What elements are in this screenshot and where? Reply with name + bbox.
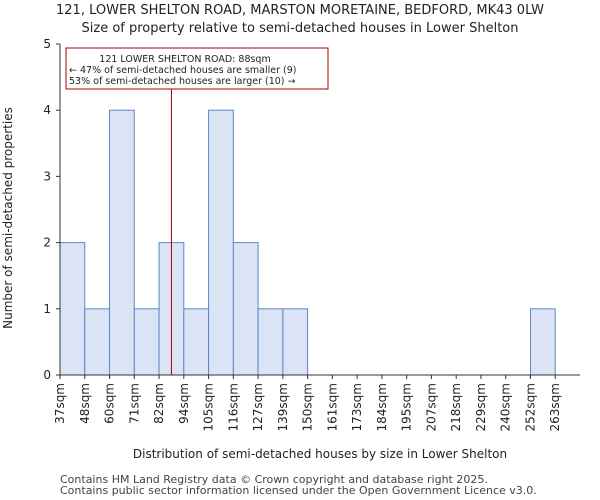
annotation: 121 LOWER SHELTON ROAD: 88sqm ← 47% of s… [65, 47, 329, 90]
x-tick-label: 37sqm [53, 383, 67, 424]
chart-title: 121, LOWER SHELTON ROAD, MARSTON MORETAI… [56, 3, 544, 18]
bar [109, 109, 135, 376]
footer-licence: Contains public sector information licen… [60, 484, 537, 497]
chart-subtitle: Size of property relative to semi-detach… [81, 21, 519, 36]
annotation-line: 53% of semi-detached houses are larger (… [69, 76, 296, 87]
bar [183, 308, 210, 376]
annotation-box [65, 47, 329, 90]
x-tick-label: 105sqm [202, 383, 216, 431]
y-axis-label: Number of semi-detached properties [1, 107, 15, 329]
x-tick-label: 252sqm [523, 383, 537, 431]
y-tick-label: 4 [43, 103, 51, 117]
x-tick-label: 94sqm [177, 383, 191, 424]
bars [59, 109, 556, 376]
axes: 0 1 2 3 4 5 37sqm 48sqm 60sqm 71sqm 82sqm 94sqm 105s… [43, 37, 580, 431]
x-tick-label: 240sqm [499, 383, 513, 431]
x-tick-label: 48sqm [78, 383, 92, 424]
x-tick-label: 150sqm [301, 383, 315, 431]
x-tick-label: 139sqm [276, 383, 290, 431]
annotation-line: ← 47% of semi-detached houses are smalle… [69, 65, 297, 76]
x-tick-label: 60sqm [103, 383, 117, 424]
bar [529, 308, 556, 376]
annotation-line: 121 LOWER SHELTON ROAD: 88sqm [99, 54, 270, 65]
bar [84, 308, 111, 376]
y-tick-label: 3 [43, 169, 51, 183]
x-tick-label: 161sqm [325, 383, 339, 431]
x-tick-label: 71sqm [127, 383, 141, 424]
bar [257, 308, 284, 376]
x-axis-label: Distribution of semi-detached houses by … [133, 447, 507, 461]
y-tick-label: 2 [43, 236, 51, 250]
x-tick-label: 116sqm [226, 383, 240, 431]
bar [59, 242, 86, 376]
y-tick-label: 0 [43, 368, 51, 382]
x-tick-label: 173sqm [350, 383, 364, 431]
x-tick-label: 263sqm [548, 383, 562, 431]
x-tick-label: 218sqm [449, 383, 463, 431]
footer-copyright: Contains HM Land Registry data © Crown c… [60, 473, 488, 486]
x-tick-label: 229sqm [474, 383, 488, 431]
x-tick-label: 127sqm [251, 383, 265, 431]
bar [232, 242, 259, 376]
bar [208, 109, 234, 376]
x-tick-label: 207sqm [424, 383, 438, 431]
x-tick-label: 184sqm [375, 383, 389, 431]
y-tick-label: 5 [43, 37, 51, 51]
bar [133, 308, 160, 376]
x-tick-label: 195sqm [400, 383, 414, 431]
x-tick-label: 82sqm [152, 383, 166, 424]
bar [282, 308, 309, 376]
y-tick-label: 1 [43, 302, 51, 316]
